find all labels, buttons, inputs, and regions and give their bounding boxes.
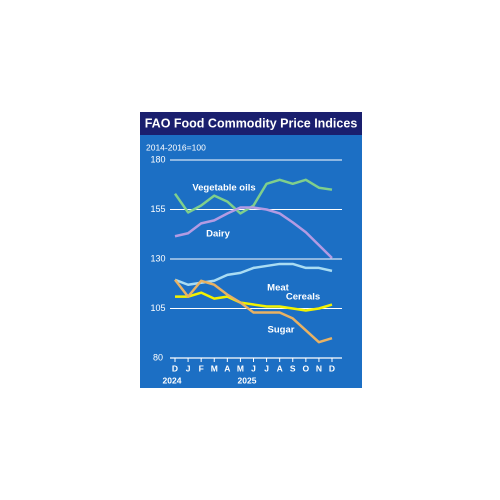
x-tick-label: D — [172, 363, 178, 373]
series-label: Sugar — [268, 325, 295, 336]
series-line — [174, 279, 333, 344]
series-label: Dairy — [206, 229, 230, 240]
series-line — [174, 206, 333, 259]
title-bar — [140, 112, 362, 135]
x-tick-label: M — [211, 363, 218, 373]
series-label: Vegetable oils — [192, 183, 255, 194]
y-tick-label: 80 — [153, 352, 163, 362]
x-tick-label: F — [199, 363, 204, 373]
x-tick-label: A — [277, 363, 283, 373]
series-label: Cereals — [286, 292, 320, 303]
x-tick-label: N — [316, 363, 322, 373]
x-tick-label: O — [303, 363, 310, 373]
series-line — [173, 178, 333, 215]
year-label: 2025 — [238, 375, 257, 385]
x-tick-label: A — [224, 363, 230, 373]
x-tick-label: J — [264, 363, 269, 373]
year-label: 2024 — [163, 375, 182, 385]
x-tick-label: J — [186, 363, 191, 373]
chart-title: FAO Food Commodity Price Indices — [145, 116, 358, 130]
y-tick-label: 155 — [150, 204, 165, 214]
x-tick-label: S — [290, 363, 296, 373]
x-tick-label: J — [251, 363, 256, 373]
panel — [140, 112, 362, 388]
series-line — [175, 291, 333, 312]
series-label: Meat — [267, 283, 289, 294]
y-tick-label: 130 — [150, 253, 165, 263]
x-tick-label: D — [329, 363, 335, 373]
y-tick-label: 105 — [150, 303, 165, 313]
x-tick-label: M — [237, 363, 244, 373]
subtitle: 2014-2016=100 — [146, 142, 206, 152]
y-tick-label: 180 — [150, 154, 165, 164]
series-line — [174, 262, 333, 286]
